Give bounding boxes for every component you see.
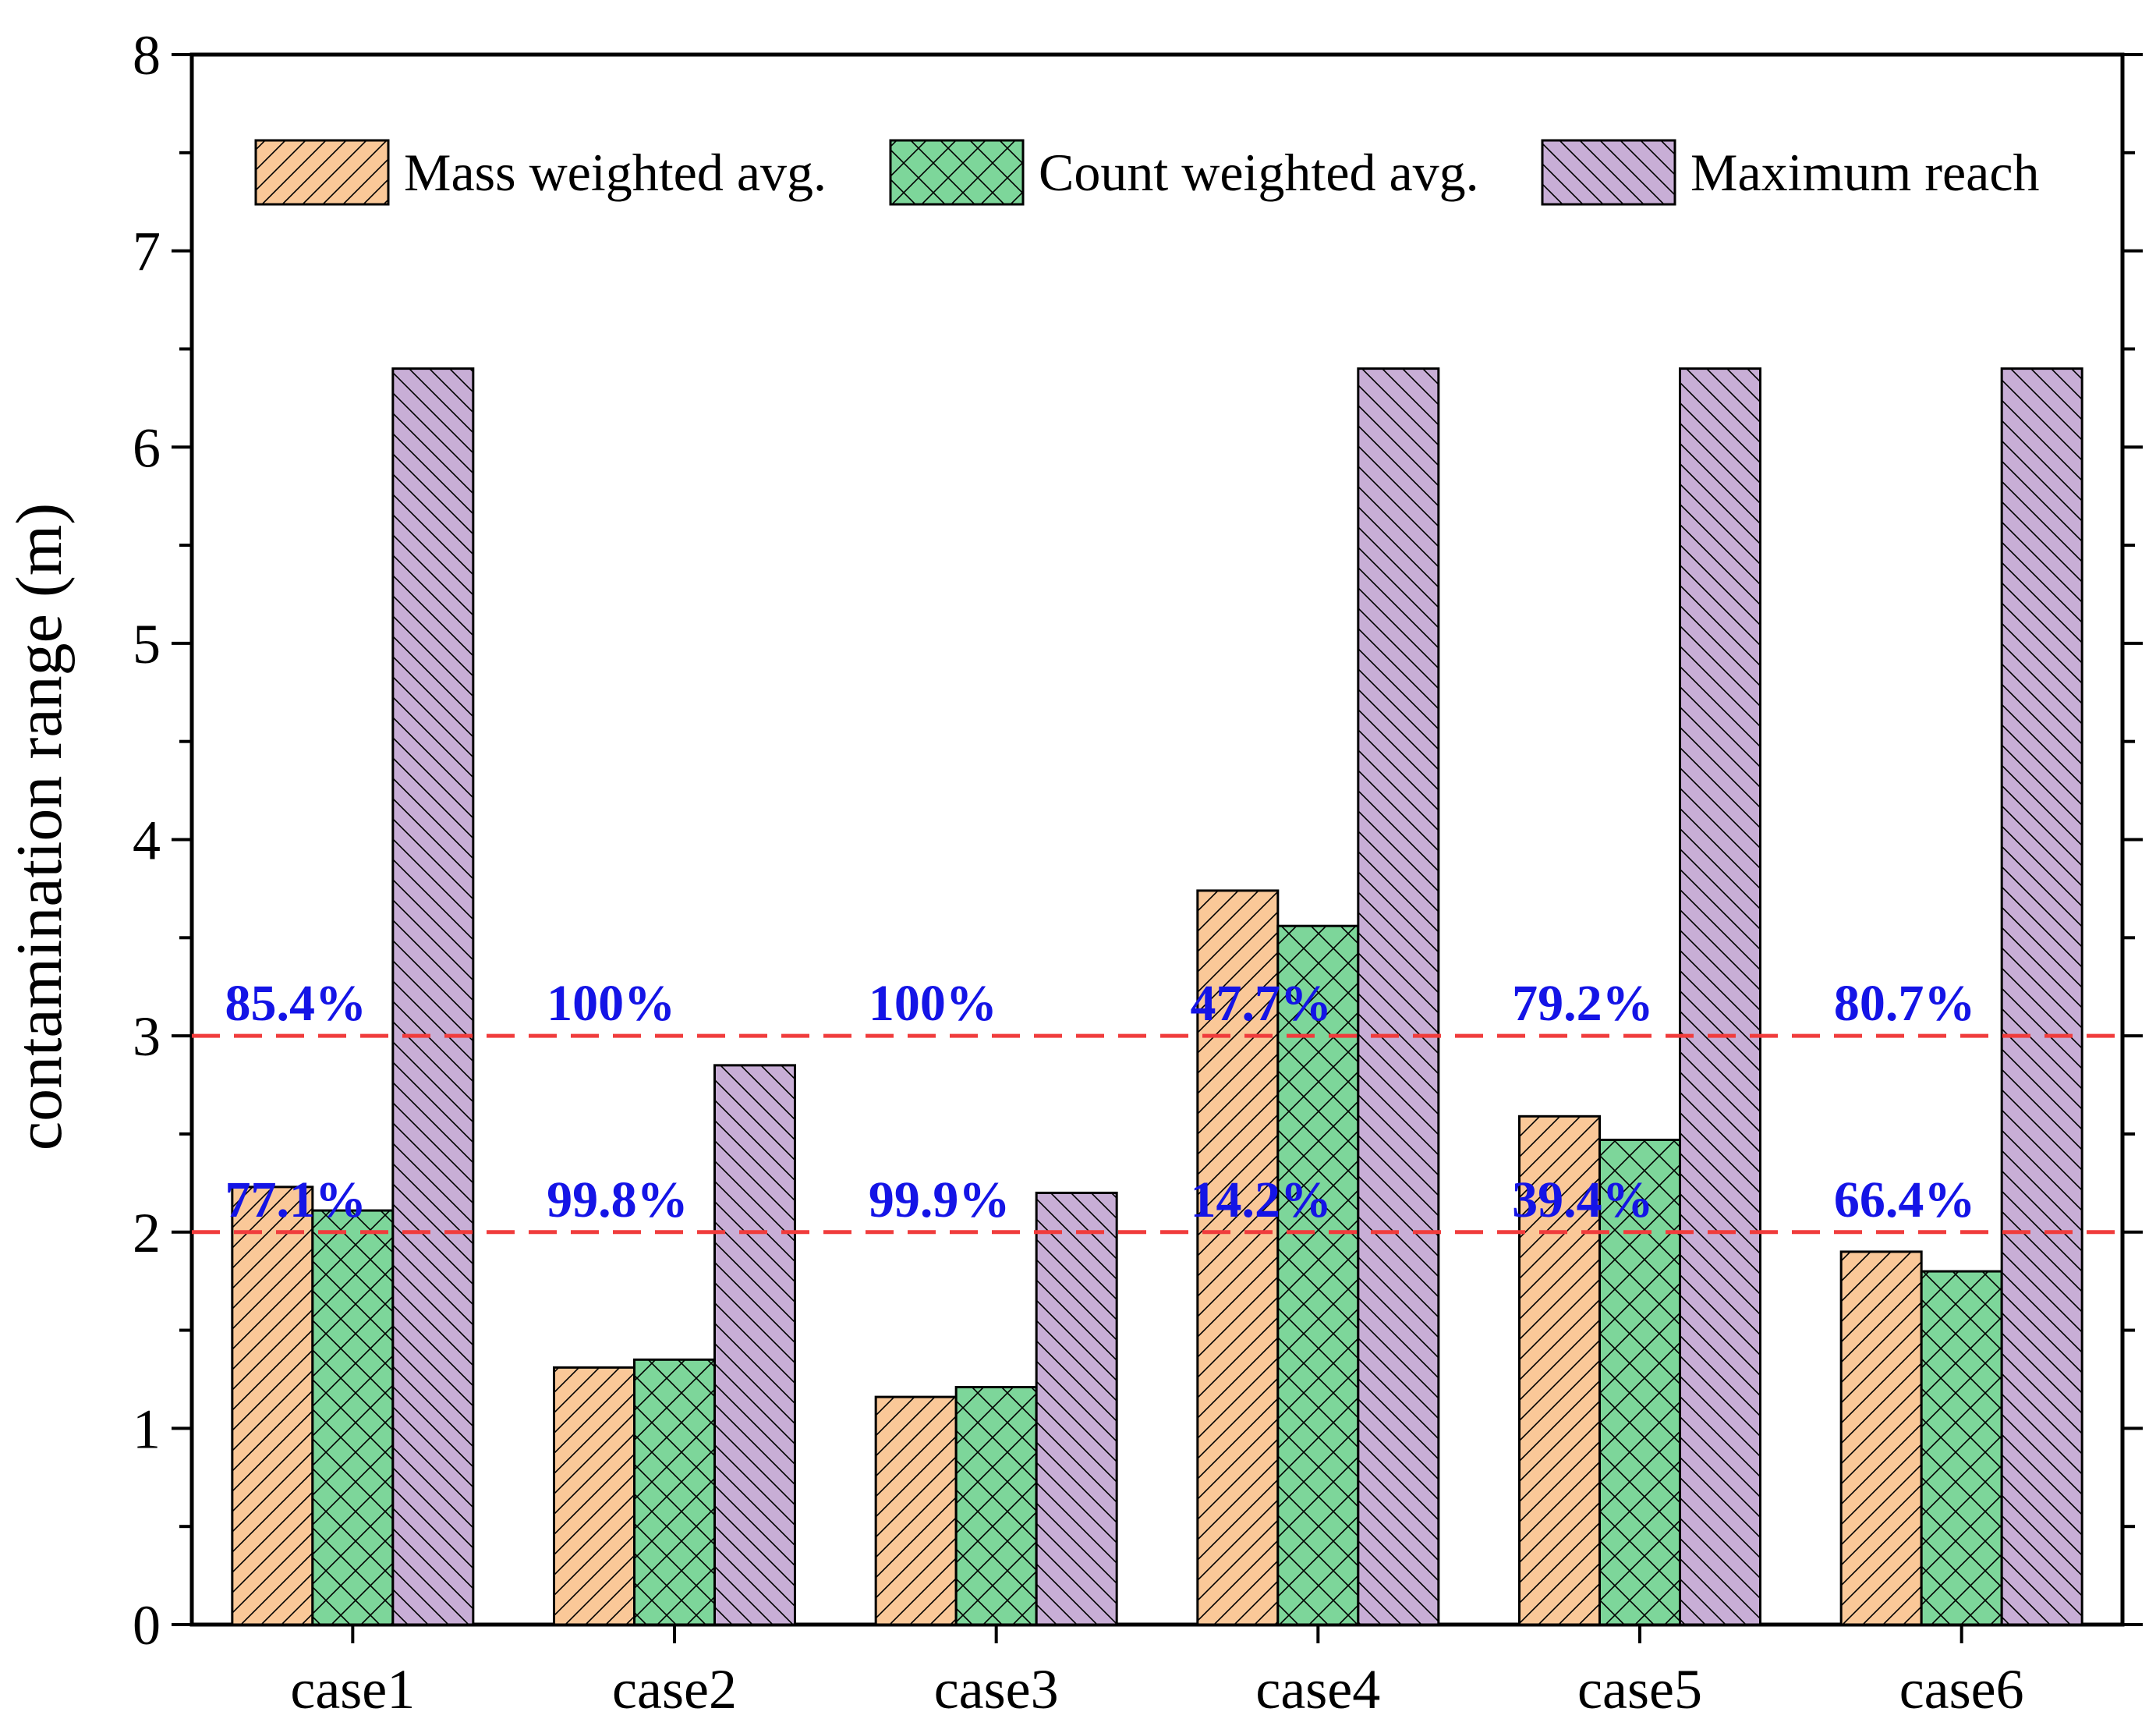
- bar-hatch-maximum-reach-case6: [2000, 367, 2083, 1626]
- bar-hatch-count-weighted-case5: [1598, 1138, 1681, 1626]
- legend-swatch-maximum-reach-hatch: [1541, 139, 1676, 206]
- y-tick-label: 7: [133, 221, 161, 283]
- annotation-label: 66.4%: [1834, 1171, 1976, 1228]
- legend-item-mass-weighted: Mass weighted avg.: [254, 139, 827, 206]
- bar-hatch-count-weighted-case6: [1920, 1270, 2003, 1626]
- bar-hatch-maximum-reach-case3: [1035, 1191, 1118, 1626]
- bar-hatch-maximum-reach-case2: [713, 1064, 796, 1626]
- plot-frame: [189, 52, 2125, 1627]
- x-tick-label: case3: [934, 1658, 1059, 1721]
- y-tick-label: 3: [133, 1005, 161, 1068]
- y-tick-label: 0: [133, 1594, 161, 1657]
- annotation-label: 80.7%: [1834, 975, 1976, 1032]
- bar-hatch-count-weighted-case1: [311, 1209, 395, 1626]
- y-tick-label: 5: [133, 613, 161, 675]
- annotation-label: 39.4%: [1512, 1171, 1654, 1228]
- y-tick-label: 2: [133, 1202, 161, 1264]
- legend-item-count-weighted: Count weighted avg.: [889, 139, 1479, 206]
- bar-hatch-maximum-reach-case5: [1679, 367, 1761, 1626]
- legend-label-mass-weighted: Mass weighted avg.: [404, 143, 827, 202]
- legend-swatch-mass-weighted-hatch: [254, 139, 390, 206]
- bar-hatch-mass-weighted-case1: [231, 1185, 314, 1626]
- bar-hatch-mass-weighted-case5: [1518, 1115, 1601, 1626]
- annotation-label: 100%: [547, 975, 675, 1032]
- bar-hatch-count-weighted-case2: [633, 1358, 716, 1626]
- annotation-label: 99.9%: [869, 1171, 1011, 1228]
- annotations-group: 85.4% 100% 100% 47.7% 79.2% 80.7% 77.1% 99.8% 99…: [225, 975, 1976, 1228]
- annotation-label: 85.4%: [225, 975, 367, 1032]
- bars-group: [231, 367, 2083, 1626]
- x-tick-label: case1: [290, 1658, 415, 1721]
- reference-lines: [192, 1033, 2122, 1235]
- bar-hatch-mass-weighted-case6: [1839, 1250, 1923, 1626]
- legend: Mass weighted avg. Count weighted avg. M…: [254, 139, 2040, 206]
- annotation-label: 99.8%: [547, 1171, 689, 1228]
- bar-hatch-mass-weighted-case2: [553, 1366, 635, 1626]
- bar-hatch-maximum-reach-case1: [391, 367, 475, 1626]
- bar-hatch-count-weighted-case3: [954, 1386, 1038, 1626]
- y-tick-label: 1: [133, 1398, 161, 1460]
- annotation-label: 100%: [869, 975, 997, 1032]
- x-tick-label: case4: [1255, 1658, 1380, 1721]
- legend-swatch-count-weighted-hatch: [889, 139, 1025, 206]
- bar-hatch-mass-weighted-case3: [874, 1395, 958, 1626]
- annotation-label: 77.1%: [225, 1171, 367, 1228]
- legend-label-maximum-reach: Maximum reach: [1690, 143, 2040, 202]
- y-tick-label: 8: [133, 24, 161, 87]
- bar-hatch-maximum-reach-case4: [1357, 367, 1440, 1626]
- y-tick-label: 4: [133, 810, 161, 872]
- x-tick-label: case5: [1577, 1658, 1702, 1721]
- x-tick-label: case2: [612, 1658, 737, 1721]
- legend-item-maximum-reach: Maximum reach: [1541, 139, 2040, 206]
- y-axis-ticks: 0 1 2 3 4 5 6 7 8: [133, 24, 2143, 1657]
- legend-label-count-weighted: Count weighted avg.: [1039, 143, 1479, 202]
- x-axis-ticks: case1 case2 case3 case4 case5 case6: [290, 1625, 2024, 1721]
- annotation-label: 79.2%: [1512, 975, 1654, 1032]
- x-tick-label: case6: [1899, 1658, 2024, 1721]
- y-axis-title: contamination range (m): [3, 503, 76, 1150]
- y-tick-label: 6: [133, 416, 161, 479]
- annotation-label: 14.2%: [1191, 1171, 1333, 1228]
- annotation-label: 47.7%: [1191, 975, 1333, 1032]
- bar-hatch-count-weighted-case4: [1276, 924, 1360, 1626]
